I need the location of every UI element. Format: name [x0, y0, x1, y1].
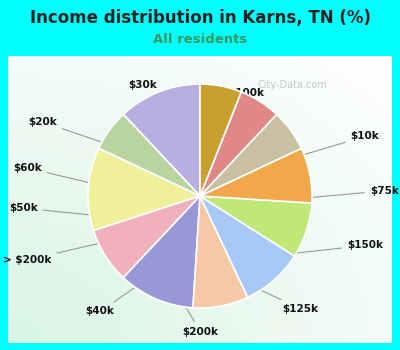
Wedge shape [99, 114, 200, 196]
Text: $200k: $200k [178, 294, 218, 336]
Text: $60k: $60k [13, 163, 109, 187]
Wedge shape [200, 84, 241, 196]
Text: $150k: $150k [264, 240, 383, 257]
Text: City-Data.com: City-Data.com [257, 80, 327, 90]
Wedge shape [193, 196, 248, 308]
Wedge shape [200, 148, 312, 203]
Text: $10k: $10k [272, 131, 380, 164]
Wedge shape [200, 196, 294, 298]
Text: $50k: $50k [9, 203, 105, 216]
Wedge shape [123, 196, 200, 308]
Text: $40k: $40k [86, 279, 148, 316]
Text: $30k: $30k [128, 80, 171, 120]
Wedge shape [123, 84, 200, 196]
Wedge shape [94, 196, 200, 278]
Wedge shape [200, 114, 301, 196]
Wedge shape [200, 92, 277, 196]
Text: $125k: $125k [229, 275, 318, 314]
Text: $20k: $20k [28, 117, 124, 150]
Text: $100k: $100k [160, 88, 264, 144]
Text: > $200k: > $200k [3, 240, 113, 265]
Text: $75k: $75k [291, 186, 399, 199]
Wedge shape [88, 148, 200, 231]
Wedge shape [200, 196, 312, 256]
Text: All residents: All residents [153, 33, 247, 46]
Text: Income distribution in Karns, TN (%): Income distribution in Karns, TN (%) [30, 9, 370, 27]
